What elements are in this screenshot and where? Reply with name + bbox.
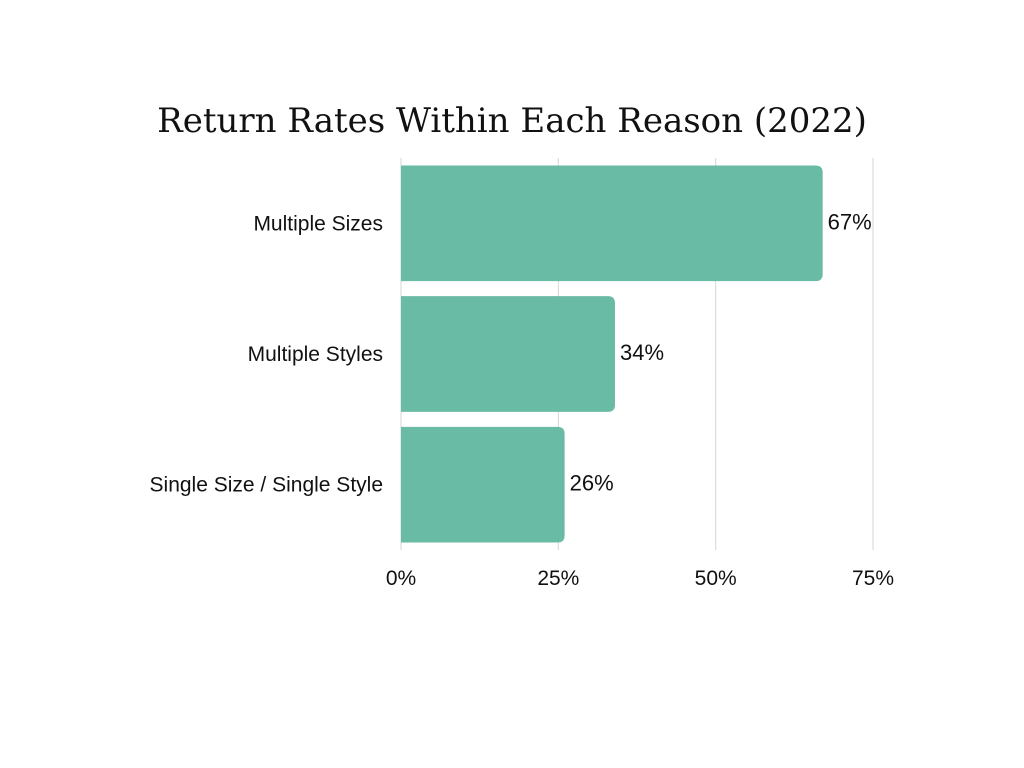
bars (401, 165, 823, 543)
bar-multiple-sizes (401, 165, 823, 282)
x-tick-label: 0% (386, 567, 416, 590)
x-tick-label: 50% (695, 567, 737, 590)
chart-title: Return Rates Within Each Reason (2022) (157, 101, 867, 141)
category-label: Multiple Styles (248, 343, 383, 366)
x-tick-label: 75% (852, 567, 894, 590)
x-tick-label: 25% (537, 567, 579, 590)
data-label: 34% (620, 340, 664, 365)
labels: 0% 25% 50% 75% Multiple Sizes 67% Multiple Sty… (150, 209, 894, 590)
bar-single-size-single-style (401, 426, 565, 543)
data-label: 26% (570, 471, 614, 496)
bar-multiple-styles (401, 296, 615, 412)
category-label: Single Size / Single Style (150, 474, 383, 497)
data-label: 67% (828, 209, 872, 234)
category-label: Multiple Sizes (253, 212, 383, 235)
